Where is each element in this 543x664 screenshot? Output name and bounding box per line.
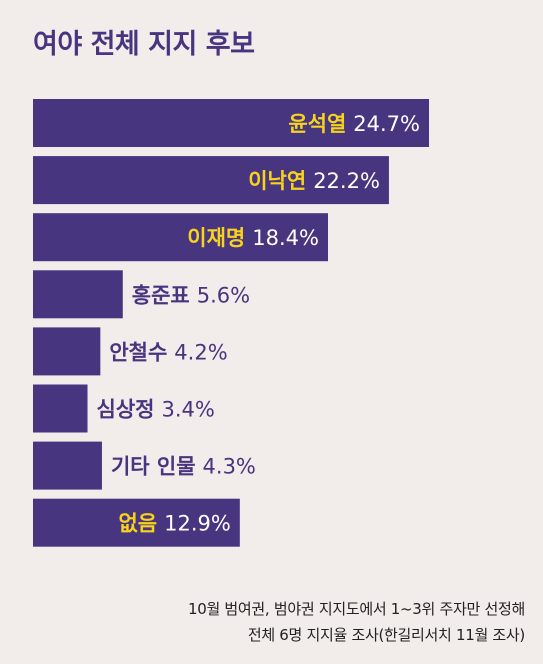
- value-label: 12.9%: [164, 512, 231, 536]
- category-label: 이낙연: [248, 169, 306, 193]
- value-label: 3.4%: [161, 398, 214, 422]
- chart-title: 여야 전체 지지 후보: [33, 29, 255, 60]
- bar-4: [33, 270, 123, 319]
- category-label: 안철수: [109, 340, 167, 364]
- footnote: 10월 범여권, 범야권 지지도에서 1~3위 주자만 선정해 전체 6명 지지…: [188, 596, 525, 648]
- bar-label-5: 안철수 4.2%: [109, 340, 227, 364]
- footnote-line-1: 10월 범여권, 범야권 지지도에서 1~3위 주자만 선정해: [187, 600, 525, 618]
- bar-label-2: 이낙연 22.2%: [248, 169, 380, 193]
- category-label: 이재명: [187, 226, 245, 250]
- category-label: 없음: [118, 512, 157, 536]
- value-label: 24.7%: [353, 112, 420, 136]
- bar-label-3: 이재명 18.4%: [187, 226, 319, 250]
- bar-label-7: 기타 인물 4.3%: [111, 455, 256, 479]
- bar-6: [33, 384, 88, 433]
- category-label: 기타 인물: [111, 455, 196, 479]
- bar-7: [33, 441, 102, 490]
- bar-label-1: 윤석열 24.7%: [288, 112, 420, 136]
- value-label: 5.6%: [197, 283, 250, 307]
- value-label: 18.4%: [252, 226, 319, 250]
- category-label: 홍준표: [132, 283, 190, 307]
- value-label: 4.3%: [203, 455, 256, 479]
- value-label: 22.2%: [313, 169, 380, 193]
- bar-5: [33, 327, 101, 376]
- footnote-line-2: 전체 6명 지지율 조사(한길리서치 11월 조사): [247, 626, 525, 644]
- bar-label-6: 심상정 3.4%: [97, 398, 215, 422]
- bar-3: [33, 213, 328, 262]
- category-label: 심상정: [97, 398, 155, 422]
- bar-2: [33, 156, 389, 205]
- bar-8: [33, 498, 240, 547]
- category-label: 윤석열: [288, 112, 346, 136]
- bar-1: [33, 99, 429, 147]
- value-label: 4.2%: [174, 340, 227, 364]
- bar-label-4: 홍준표 5.6%: [132, 283, 250, 307]
- bar-label-8: 없음 12.9%: [118, 512, 230, 536]
